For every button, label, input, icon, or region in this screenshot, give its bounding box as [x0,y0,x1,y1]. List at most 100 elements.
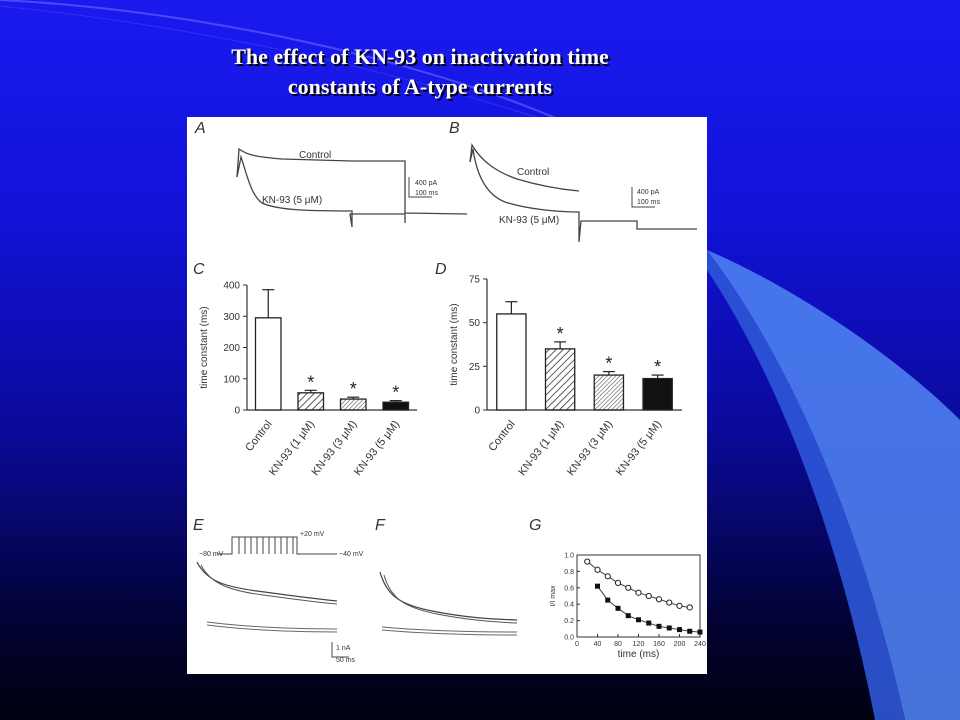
significance-star: * [557,324,564,344]
panel-e-current-trace-4 [206,624,338,633]
panel-f-current-trace-2 [383,574,518,624]
panel-b-control-trace [469,143,580,192]
panel-e-protocol-steps [238,537,294,554]
plot-frame [576,554,701,638]
significance-star: * [350,379,357,399]
y-tick-label: 1.0 [564,553,574,560]
x-tick-label: 120 [633,641,645,648]
panel-e-v-test: −40 mV [339,551,364,558]
panel-a-label: A [194,120,206,137]
panel-f-label: F [375,517,386,534]
x-axis-label: time (ms) [618,649,660,660]
panel-a: A Control KN-93 (5 μM) 400 pA 100 ms [194,120,468,228]
x-tick-label: 240 [694,641,706,648]
x-tick-label: 200 [674,641,686,648]
panel-a-kn93-label: KN-93 (5 μM) [262,195,322,206]
title-line-2: constants of A-type currents [287,74,553,99]
y-tick-label: 25 [469,362,481,373]
y-tick-label: 0.0 [564,635,574,642]
panel-e-current-trace-2 [200,564,338,605]
bar [642,377,673,411]
significance-star: * [654,357,661,377]
data-point [604,573,611,580]
panel-e-v-step: +20 mV [300,531,325,538]
category-label: Control [486,418,517,453]
data-point [584,558,591,565]
data-point [656,623,662,629]
panel-e-v-hold: −80 mV [199,551,224,558]
data-point [677,627,682,633]
panel-b-control-label: Control [517,167,549,178]
panel-e: E −80 mV +20 mV −40 mV 1 nA 50 ms [193,517,364,664]
data-point [666,599,673,606]
data-point [594,566,601,573]
panel-a-scale-bar [408,177,432,198]
panel-e-scale-current: 1 nA [336,645,351,652]
data-point [605,597,611,603]
category-label: KN-93 (5 μM) [352,418,402,478]
x-tick-label: 0 [575,641,579,648]
chart-c: C 0 100 200 300 400 time constant (ms) Control *… [193,261,417,478]
panel-a-scale-current: 400 pA [415,180,438,187]
bar [496,313,527,411]
significance-star: * [605,354,612,374]
y-axis-label: time constant (ms) [449,303,460,385]
data-point [645,592,652,600]
y-tick-label: 0 [234,406,240,417]
y-tick-label: 200 [223,343,240,354]
y-tick-label: 75 [469,275,481,286]
panel-f-current-trace-1 [379,571,518,621]
series-line [586,561,690,608]
bar [382,401,410,411]
x-tick-label: 80 [614,641,622,648]
chart-d: D 0 25 50 75 time constant (ms) Control * KN-93 … [435,261,682,478]
y-tick-label: 50 [469,318,481,329]
data-point [676,602,683,609]
data-point [614,579,622,586]
x-tick-label: 160 [653,641,665,648]
panel-c-label: C [193,261,205,278]
panel-e-current-trace-3 [206,621,338,630]
data-point [686,604,693,611]
slide-title: The effect of KN-93 on inactivation time… [160,42,680,102]
data-point [697,629,703,635]
y-axis-label: time constant (ms) [199,306,210,388]
panel-e-scale-bar [331,642,349,658]
y-tick-label: 0.6 [564,585,574,592]
panel-b-label: B [449,120,460,137]
panel-b-kn93-label: KN-93 (5 μM) [499,215,559,226]
panel-b-kn93-trace [469,148,697,243]
significance-star: * [307,372,314,392]
panel-f-current-trace-4 [381,629,518,636]
data-point [635,589,642,596]
y-tick-label: 0 [474,406,480,417]
category-label: Control [243,418,274,453]
data-point [636,617,641,623]
category-label: KN-93 (5 μM) [614,418,664,478]
x-tick-label: 40 [594,641,602,648]
panel-f-current-trace-3 [381,626,518,633]
panel-e-voltage-protocol [217,536,337,555]
category-label: KN-93 (3 μM) [565,418,615,478]
bar [593,374,625,411]
panel-b-scale-time: 100 ms [637,199,660,206]
panel-a-kn93-trace [236,154,406,228]
data-point [625,584,632,591]
panel-e-scale-time: 50 ms [336,657,356,664]
panel-a-control-label: Control [299,150,331,161]
y-tick-label: 0.2 [564,618,574,625]
category-label: KN-93 (1 μM) [516,418,566,478]
panel-e-label: E [193,517,204,534]
y-tick-label: 400 [223,281,240,292]
panel-b-scale-bar [631,187,655,208]
y-axis-label: I/I max [550,585,557,607]
data-point [687,628,693,634]
panel-b-scale-current: 400 pA [637,189,660,196]
y-tick-label: 300 [223,312,240,323]
data-point [615,605,621,611]
panel-g-label: G [529,517,541,534]
chart-g: G 0.0 0.2 0.4 0.6 0.8 1.0 0 40 80 120 160 200 240 time… [529,517,706,660]
figure-panel: A Control KN-93 (5 μM) 400 pA 100 ms B C… [187,117,707,674]
figure-svg: A Control KN-93 (5 μM) 400 pA 100 ms B C… [193,120,706,664]
bar [339,398,367,411]
